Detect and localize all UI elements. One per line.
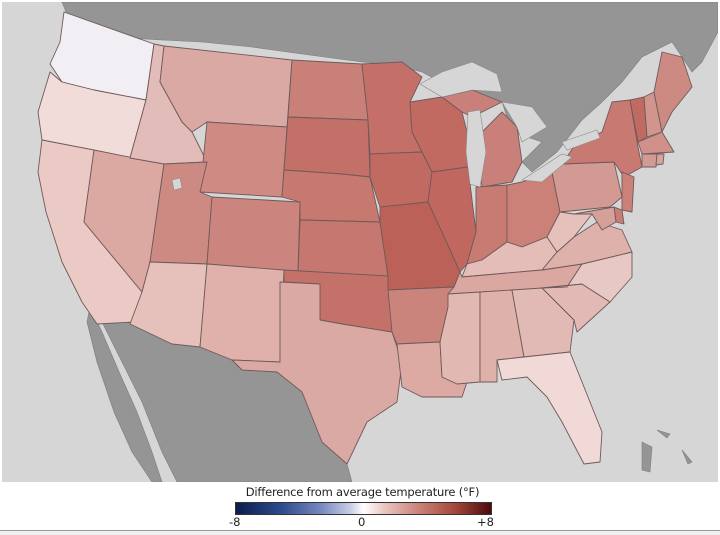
lake-superior [419, 61, 503, 98]
state-NJ [621, 171, 635, 213]
us-map-svg [37, 2, 718, 482]
colorbar-legend: Difference from average temperature (°F)… [0, 482, 720, 530]
bottom-divider [0, 530, 720, 531]
state-NM [199, 263, 285, 363]
great-salt-lake [171, 177, 183, 191]
lake-huron [501, 101, 548, 143]
lake-ontario [561, 129, 601, 151]
state-RI [655, 153, 665, 166]
state-GA [511, 287, 575, 358]
state-TX [231, 281, 403, 465]
temperature-anomaly-map [2, 2, 718, 482]
state-MD [573, 206, 617, 231]
baja-peninsula [86, 306, 163, 482]
great-lakes [171, 61, 601, 191]
bottom-strip [0, 531, 720, 535]
lake-erie [521, 153, 573, 183]
state-CT [641, 153, 658, 168]
us-states [37, 11, 693, 465]
state-ME [653, 51, 693, 133]
bahamas-islands [641, 429, 693, 473]
legend-min-label: -8 [229, 515, 241, 529]
state-CO [206, 196, 301, 273]
legend-mid-label: 0 [358, 515, 366, 529]
state-SD [283, 116, 371, 178]
colorbar-gradient [235, 502, 492, 515]
state-KS [297, 219, 389, 277]
lake-michigan [465, 109, 487, 188]
state-PA [551, 161, 623, 213]
state-MA [637, 131, 675, 155]
state-IA [369, 151, 433, 208]
state-ND [287, 59, 369, 121]
legend-title: Difference from average temperature (°F) [245, 485, 480, 499]
state-WY [199, 121, 288, 198]
state-FL [496, 351, 603, 465]
legend-max-label: +8 [477, 515, 494, 529]
